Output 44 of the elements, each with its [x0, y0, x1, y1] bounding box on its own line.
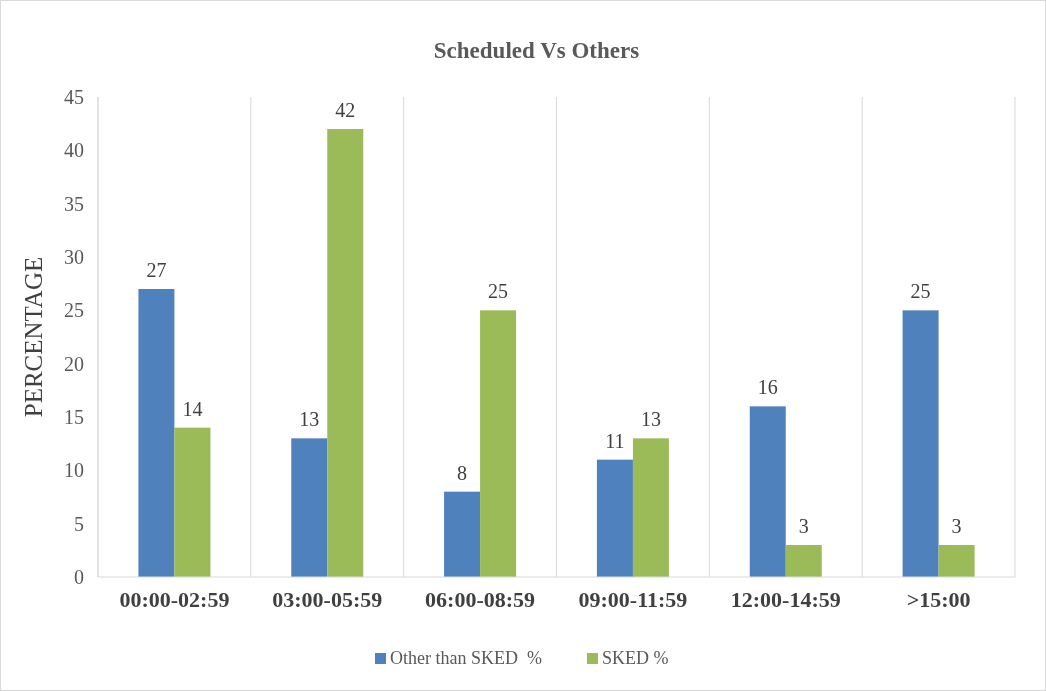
- y-tick-label: 35: [64, 192, 84, 215]
- bar: [749, 406, 786, 577]
- data-label: 14: [182, 397, 203, 420]
- data-label: 13: [640, 408, 661, 431]
- bar: [444, 491, 481, 577]
- data-label: 3: [798, 515, 809, 537]
- legend-label: Other than SKED %: [390, 648, 542, 668]
- bar: [596, 459, 633, 577]
- y-tick-label: 25: [64, 299, 84, 322]
- data-label: 8: [457, 461, 468, 484]
- y-tick-label: 45: [64, 86, 84, 108]
- chart-title: Scheduled Vs Others: [433, 38, 640, 63]
- bar: [480, 310, 517, 577]
- y-tick-label: 5: [74, 512, 84, 535]
- data-label: 3: [951, 515, 962, 537]
- x-tick-label: >15:00: [906, 587, 971, 612]
- x-tick-label: 03:00-05:59: [272, 587, 383, 612]
- y-tick-label: 0: [74, 566, 84, 588]
- bar: [174, 427, 211, 577]
- data-label: 27: [146, 259, 167, 281]
- x-tick-label: 06:00-08:59: [425, 587, 536, 612]
- legend-label: SKED %: [602, 648, 669, 668]
- data-label: 16: [757, 376, 778, 399]
- bar: [138, 289, 175, 577]
- bar: [938, 545, 975, 577]
- y-tick-label: 15: [64, 406, 84, 428]
- y-axis-title: PERCENTAGE: [20, 256, 47, 418]
- data-label: 11: [605, 429, 625, 452]
- bar: [785, 545, 822, 577]
- y-tick-label: 30: [64, 246, 84, 268]
- bar: [632, 438, 669, 577]
- data-label: 13: [299, 408, 320, 431]
- data-label: 42: [335, 99, 356, 121]
- x-tick-label: 09:00-11:59: [578, 587, 688, 612]
- bar: [902, 310, 939, 577]
- bar: [291, 438, 328, 577]
- y-tick-label: 10: [64, 459, 84, 482]
- bar: [327, 129, 364, 577]
- y-tick-label: 40: [64, 139, 84, 162]
- x-tick-label: 00:00-02:59: [119, 587, 230, 612]
- data-label: 25: [488, 280, 509, 303]
- data-label: 25: [910, 280, 931, 303]
- x-tick-label: 12:00-14:59: [730, 587, 841, 612]
- y-tick-label: 20: [64, 352, 84, 375]
